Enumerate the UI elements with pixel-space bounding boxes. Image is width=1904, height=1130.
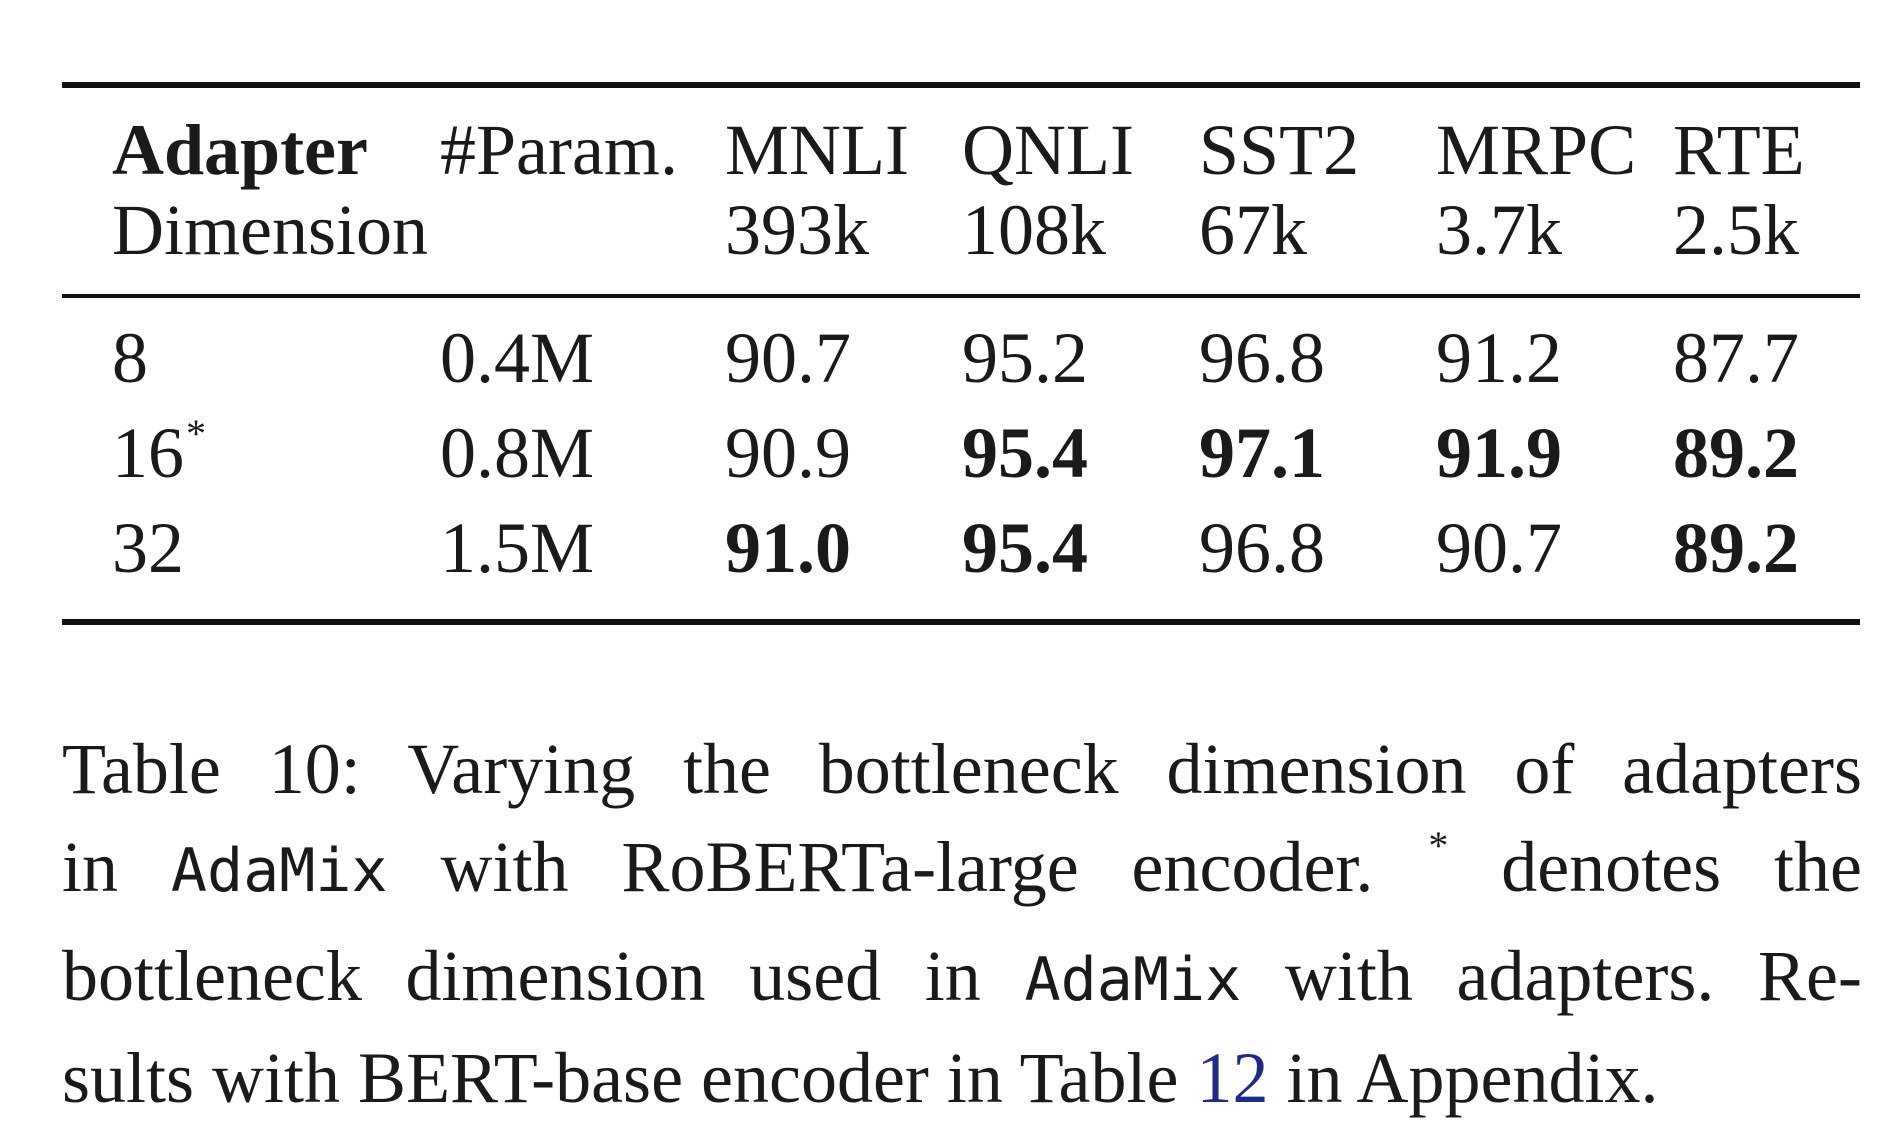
- cell-params: 0.4M: [440, 318, 595, 398]
- cell-params: 1.5M: [440, 508, 595, 588]
- caption-line-1: Table 10: Varying the bottleneck dimensi…: [62, 729, 1862, 809]
- caption-text: sults with BERT-base encoder in Table: [62, 1038, 1197, 1118]
- caption-code-adamix: AdaMix: [1024, 945, 1242, 1015]
- bottom-rule: [62, 619, 1860, 625]
- dim-mark: *: [186, 411, 206, 456]
- cell-dim: 16*: [62, 411, 440, 506]
- cell-rte: 89.2: [1673, 413, 1799, 493]
- cell-qnli: 95.4: [962, 413, 1088, 493]
- dim-value: 32: [112, 508, 184, 588]
- header-mrpc-size: 3.7k: [1436, 190, 1562, 270]
- caption-line-3: bottleneck dimension used in AdaMix with…: [62, 927, 1862, 1029]
- caption-text: in Appendix.: [1268, 1038, 1659, 1118]
- header-params: #Param.: [440, 110, 678, 190]
- header-params-sub: [440, 190, 725, 270]
- table-header: Adapter #Param. MNLI QNLI SST2 MRPC RTE …: [62, 110, 1860, 270]
- dim-value: 16: [112, 413, 184, 493]
- header-qnli-size: 108k: [962, 190, 1106, 270]
- caption-star: *: [1428, 823, 1449, 868]
- caption-text: with RoBERTa-large encoder.: [387, 827, 1427, 907]
- cell-mnli: 90.7: [725, 318, 851, 398]
- header-row-1: Adapter #Param. MNLI QNLI SST2 MRPC RTE: [62, 110, 1860, 190]
- cell-mnli: 91.0: [725, 508, 851, 588]
- caption-text: in: [62, 827, 171, 907]
- cell-qnli: 95.2: [962, 318, 1088, 398]
- table-caption: Table 10: Varying the bottleneck dimensi…: [62, 720, 1862, 1127]
- results-table: Adapter #Param. MNLI QNLI SST2 MRPC RTE …: [62, 82, 1860, 625]
- cell-mrpc: 91.2: [1436, 318, 1562, 398]
- cell-mrpc: 90.7: [1436, 508, 1562, 588]
- header-mnli-size: 393k: [725, 190, 869, 270]
- header-mrpc: MRPC: [1436, 110, 1637, 190]
- header-rte: RTE: [1673, 110, 1805, 190]
- cell-rte: 87.7: [1673, 318, 1799, 398]
- dim-value: 8: [112, 318, 148, 398]
- cell-mnli: 90.9: [725, 413, 851, 493]
- caption-text: denotes the: [1448, 827, 1862, 907]
- caption-line-2: in AdaMix with RoBERTa-large encoder. * …: [62, 818, 1862, 927]
- cell-dim: 8: [62, 316, 440, 411]
- top-rule: [62, 82, 1860, 88]
- cell-sst2: 96.8: [1199, 508, 1325, 588]
- mid-rule: [62, 294, 1860, 298]
- table-row: 16* 0.8M 90.9 95.4 97.1 91.9 89.2: [62, 411, 1860, 506]
- header-qnli: QNLI: [962, 110, 1134, 190]
- cell-dim: 32: [62, 506, 440, 601]
- cell-mrpc: 91.9: [1436, 413, 1562, 493]
- cell-sst2: 97.1: [1199, 413, 1325, 493]
- cell-qnli: 95.4: [962, 508, 1088, 588]
- cell-rte: 89.2: [1673, 508, 1799, 588]
- header-dimension: Dimension: [112, 190, 428, 270]
- header-sst2: SST2: [1199, 110, 1360, 190]
- caption-text: bottleneck dimension used in: [62, 936, 1025, 1016]
- table-12-link[interactable]: 12: [1196, 1038, 1269, 1118]
- header-mnli: MNLI: [725, 110, 909, 190]
- header-adapter: Adapter: [112, 110, 368, 190]
- cell-params: 0.8M: [440, 413, 595, 493]
- table-row: 32 1.5M 91.0 95.4 96.8 90.7 89.2: [62, 506, 1860, 601]
- caption-line-4: sults with BERT-base encoder in Table 12…: [62, 1029, 1862, 1127]
- cell-sst2: 96.8: [1199, 318, 1325, 398]
- header-rte-size: 2.5k: [1673, 190, 1799, 270]
- header-sst2-size: 67k: [1199, 190, 1307, 270]
- table-body: 8 0.4M 90.7 95.2 96.8 91.2 87.7 16* 0.8M…: [62, 316, 1860, 601]
- caption-text: with adapters. Re-: [1241, 936, 1862, 1016]
- header-row-2: Dimension 393k 108k 67k 3.7k 2.5k: [62, 190, 1860, 270]
- table-row: 8 0.4M 90.7 95.2 96.8 91.2 87.7: [62, 316, 1860, 411]
- caption-code-adamix: AdaMix: [170, 836, 388, 906]
